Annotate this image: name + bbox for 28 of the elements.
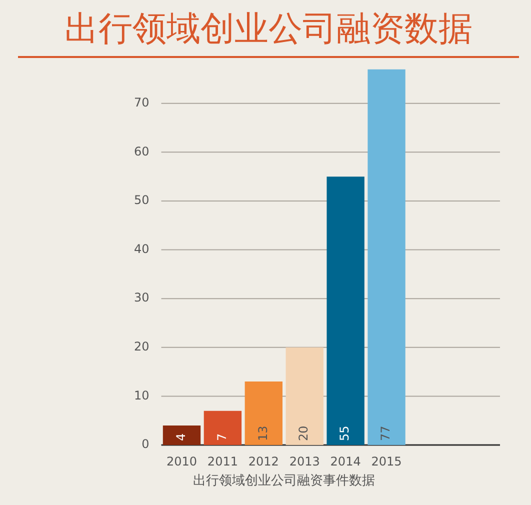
bar: [368, 69, 406, 445]
bar: [204, 410, 242, 445]
y-tick-label: 10: [134, 388, 150, 402]
data-label: 4: [174, 433, 188, 441]
bar: [244, 382, 282, 445]
data-label: 77: [378, 426, 393, 441]
y-tick-label: 20: [134, 340, 150, 354]
x-axis-title: 出行领域创业公司融资事件数据: [193, 474, 376, 489]
data-label: 13: [256, 426, 270, 441]
x-tick-label: 2012: [248, 454, 279, 468]
y-tick-label: 0: [142, 437, 150, 452]
y-tick-label: 60: [134, 144, 150, 158]
x-tick-label: 2014: [330, 454, 361, 468]
y-tick-label: 30: [134, 290, 150, 305]
bar: [162, 425, 201, 445]
x-tick-label: 2015: [371, 454, 402, 468]
x-tick-label: 2010: [166, 454, 198, 468]
y-tick-label: 70: [134, 95, 150, 110]
bar: [326, 176, 364, 445]
x-tick-label: 2013: [289, 454, 320, 468]
y-tick-label: 40: [134, 242, 150, 256]
x-tick-label: 2011: [207, 454, 238, 468]
y-tick-label: 50: [134, 193, 150, 208]
data-label: 7: [214, 433, 229, 441]
data-label: 55: [338, 426, 352, 441]
bar: [286, 347, 324, 445]
chart-title: 出行领域创业公司融资数据: [18, 0, 519, 58]
data-label: 20: [296, 426, 311, 441]
